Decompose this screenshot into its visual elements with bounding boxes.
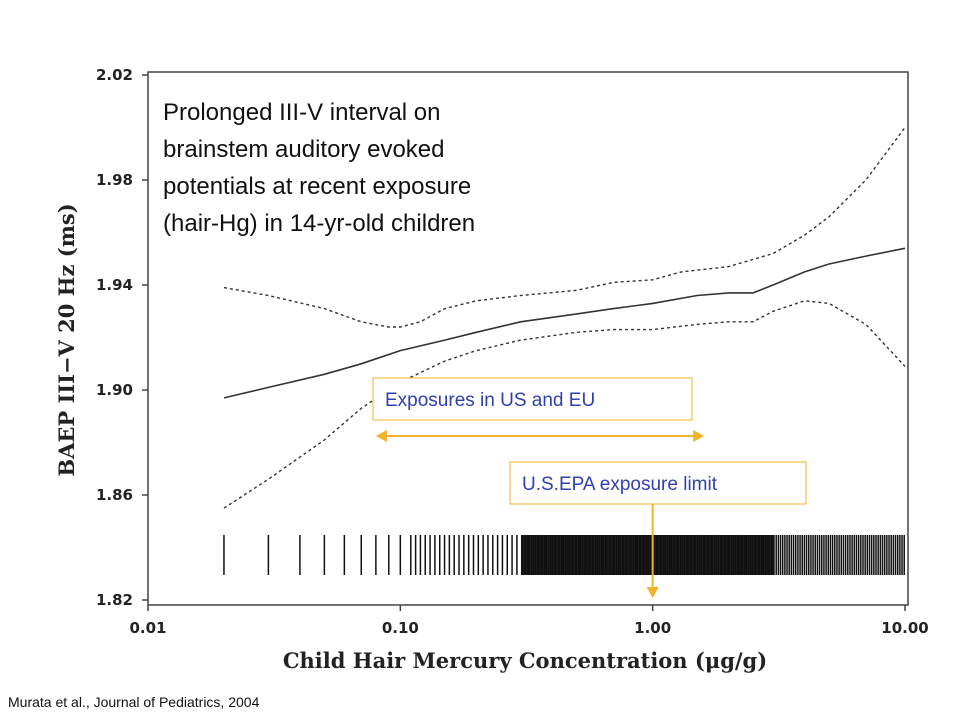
y-tick-label: 1.90	[96, 381, 133, 399]
x-axis-title: Child Hair Mercury Concentration (μg/g)	[283, 648, 767, 673]
chart-title-line-3: potentials at recent exposure	[163, 173, 471, 200]
y-tick-label: 2.02	[96, 66, 133, 84]
y-tick-label: 1.98	[96, 171, 133, 189]
x-tick-label: 0.01	[129, 619, 166, 637]
chart-title-line-4: (hair-Hg) in 14-yr-old children	[163, 210, 475, 237]
limit-callout-label: U.S.EPA exposure limit	[522, 474, 718, 495]
annotations: Exposures in US and EU U.S.EPA exposure l…	[372, 377, 807, 598]
confidence-band-line	[223, 127, 906, 328]
range-callout-box	[372, 377, 693, 421]
citation: Murata et al., Journal of Pediatrics, 20…	[8, 694, 260, 710]
chart-title: Prolonged III-V interval on brainstem au…	[163, 99, 478, 237]
limit-arrow-head	[646, 587, 659, 598]
chart-title-line-2: brainstem auditory evoked	[163, 136, 444, 163]
y-tick-label: 1.86	[96, 486, 133, 504]
series-lines	[223, 127, 906, 509]
rug-plot	[223, 535, 905, 575]
y-tick-label: 1.82	[96, 591, 133, 609]
plot-frame	[147, 71, 909, 606]
chart-title-line-1: Prolonged III-V interval on	[163, 99, 441, 126]
confidence-band-line	[223, 300, 906, 509]
range-arrow-head-right	[693, 430, 705, 442]
x-tick-label: 10.00	[881, 619, 928, 637]
x-tick-label: 1.00	[634, 619, 671, 637]
range-callout-label: Exposures in US and EU	[385, 390, 595, 411]
y-axis-title: BAEP III−V 20 Hz (ms)	[54, 203, 79, 476]
limit-callout-box	[509, 461, 807, 505]
range-arrow-head-left	[375, 430, 387, 442]
axes: 1.82 1.86 1.90 1.94 1.98 2.02 0.01 0.10 1.00 10.0…	[96, 66, 929, 637]
x-tick-label: 0.10	[382, 619, 419, 637]
y-tick-label: 1.94	[96, 276, 133, 294]
fit-line	[223, 247, 906, 399]
